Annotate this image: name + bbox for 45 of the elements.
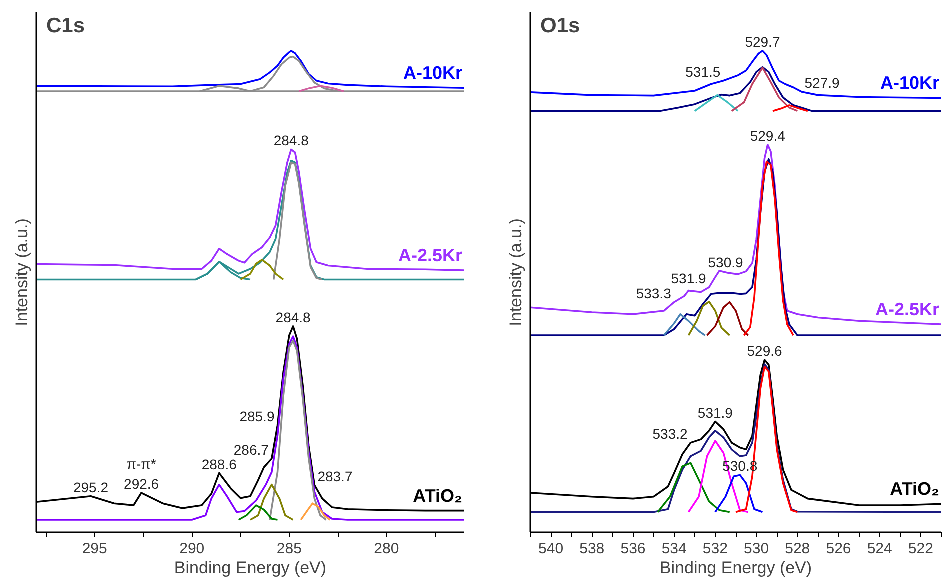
x-tick-label: 532 bbox=[702, 540, 728, 558]
x-tick-label: 295 bbox=[82, 540, 108, 558]
series-label: A-2.5Kr bbox=[398, 246, 463, 266]
annotation: 531.9 bbox=[671, 270, 706, 286]
annotation: 529.6 bbox=[747, 343, 782, 360]
series-label: A-10Kr bbox=[880, 73, 940, 94]
series-label: A-2.5Kr bbox=[875, 300, 940, 320]
x-tick-label: 526 bbox=[826, 540, 852, 558]
chart-title: O1s bbox=[540, 14, 580, 38]
series-label: ATiO₂ bbox=[890, 479, 940, 500]
series-label: ATiO₂ bbox=[413, 486, 463, 506]
x-axis-title: Binding Energy (eV) bbox=[174, 558, 327, 578]
x-tick-label: 534 bbox=[662, 540, 687, 558]
annotation: π-π* bbox=[126, 456, 157, 472]
annotation: 292.6 bbox=[124, 476, 160, 492]
series-label: A-10Kr bbox=[403, 63, 463, 84]
x-tick-label: 540 bbox=[538, 540, 564, 558]
annotation: 295.2 bbox=[73, 479, 109, 496]
x-tick-label: 538 bbox=[580, 540, 605, 558]
x-tick-label: 280 bbox=[374, 540, 400, 558]
annotation: 284.8 bbox=[276, 309, 312, 326]
annotation: 530.9 bbox=[708, 254, 744, 271]
y-axis-title: Intensity (a.u.) bbox=[12, 218, 32, 326]
annotation: 288.6 bbox=[202, 456, 238, 472]
x-tick-label: 524 bbox=[867, 540, 892, 558]
annotation: 531.9 bbox=[698, 404, 734, 421]
annotation: 284.8 bbox=[274, 132, 310, 149]
annotation: 533.2 bbox=[652, 426, 688, 442]
annotation: 533.3 bbox=[636, 285, 672, 302]
annotation: 527.9 bbox=[804, 74, 840, 91]
chart-title: C1s bbox=[46, 14, 86, 38]
x-axis-title: Binding Energy (eV) bbox=[660, 558, 812, 578]
x-tick-label: 522 bbox=[908, 540, 934, 558]
annotation: 286.7 bbox=[234, 442, 270, 458]
x-tick-label: 536 bbox=[620, 540, 646, 558]
x-tick-label: 530 bbox=[744, 540, 770, 558]
y-axis-title: Intensity (a.u.) bbox=[506, 218, 526, 326]
x-tick-label: 285 bbox=[276, 540, 302, 558]
annotation: 531.5 bbox=[686, 64, 721, 80]
x-tick-label: 528 bbox=[785, 540, 810, 558]
annotation: 283.7 bbox=[318, 468, 353, 484]
x-tick-label: 290 bbox=[180, 540, 205, 558]
annotation: 529.4 bbox=[750, 128, 786, 144]
annotation: 285.9 bbox=[240, 408, 275, 425]
annotation: 529.7 bbox=[745, 34, 780, 50]
